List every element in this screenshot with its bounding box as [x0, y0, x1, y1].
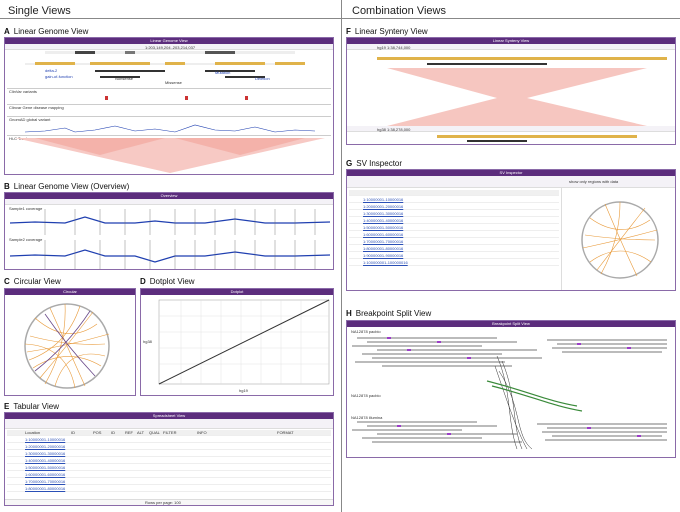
spreadsheet-footer: Rows per page: 100 [5, 499, 333, 505]
gene-label-4: Deletion [255, 76, 270, 81]
dotplot-title-bar: Dotplot [141, 289, 333, 295]
lgv-ruler [45, 51, 295, 54]
dotplot-ylabel: hg38 [143, 339, 152, 344]
gene-label-2: gain-of-function [45, 74, 73, 79]
label-g: G SV Inspector [346, 159, 403, 168]
breakpoint-reads-bottom [352, 421, 667, 443]
overview-panel[interactable]: Overview Sample1 coverage Sample2 covera… [4, 192, 334, 270]
table-row[interactable]: 1:70000001-70000016 [7, 479, 331, 485]
sv-inspector-panel[interactable]: SV Inspector show only regions with data… [346, 169, 676, 291]
circular-plot [24, 303, 110, 389]
breakpoint-connections [486, 355, 583, 450]
breakpoint-track-2-label[interactable]: NA12878 pacbio [351, 393, 381, 398]
circular-title-bar: Circular [5, 289, 135, 295]
combination-views-heading: Combination Views [352, 5, 446, 17]
table-row[interactable]: 1:40000001-40000016 [349, 218, 559, 224]
label-b: B Linear Genome View (Overview) [4, 182, 130, 191]
table-row[interactable]: 1:30000001-30000016 [349, 211, 559, 217]
sv-table: 1:10000001-10000016 1:20000001-20000016 … [347, 188, 562, 290]
gene-track [25, 62, 305, 78]
overview-track-2-label[interactable]: Sample2 coverage [9, 237, 43, 242]
table-row[interactable]: 1:90000001-90000016 [349, 253, 559, 259]
table-row[interactable]: 1:60000001-60000016 [7, 472, 331, 478]
label-f: F Linear Synteny View [346, 27, 428, 36]
gene-label-6: Missense [165, 80, 182, 85]
synteny-title-bar: Linear Synteny View [347, 38, 675, 44]
synteny-toolbar-bottom[interactable]: hg38 1:38,278,000 [347, 126, 675, 132]
hic-track [15, 138, 325, 173]
label-h: H Breakpoint Split View [346, 309, 432, 318]
sv-inspector-title-bar: SV Inspector [347, 170, 675, 176]
lgv-title-bar: Linear Genome View [5, 38, 333, 44]
table-row[interactable]: 1:70000001-70000016 [349, 239, 559, 245]
track-label-clinvar[interactable]: ClinVar variants [9, 89, 37, 94]
label-a: A Linear Genome View [4, 27, 89, 36]
table-row[interactable]: 1:20000001-20000016 [7, 444, 331, 450]
overview-coverage-1 [9, 209, 331, 235]
gene-label-5: Nonsense [115, 76, 134, 81]
label-c: C Circular View [4, 277, 61, 286]
linear-synteny-panel[interactable]: Linear Synteny View hg19 1:38,744,000 hg… [346, 37, 676, 145]
label-d: D Dotplot View [140, 277, 195, 286]
single-views-heading: Single Views [8, 5, 71, 17]
spreadsheet-header-row: Location ID POS ID REF ALT QUAL FILTER I… [7, 430, 331, 436]
dotplot-xlabel: hg19 [239, 388, 248, 393]
table-row[interactable]: 1:60000001-60000016 [349, 232, 559, 238]
synteny-bottom-track [437, 135, 637, 142]
dotplot-plot [158, 299, 330, 385]
synteny-top-track [377, 57, 667, 65]
table-row[interactable]: 1:40000001-40000016 [7, 458, 331, 464]
breakpoint-track-1-label[interactable]: NA12878 pacbio [351, 329, 381, 334]
synteny-toolbar-top[interactable]: hg19 1:38,744,000 [347, 44, 675, 50]
overview-title-bar: Overview [5, 193, 333, 199]
gene-label-1: delta-2 [45, 68, 58, 73]
column-divider [341, 0, 342, 512]
table-row[interactable]: 1:80000001-80000016 [349, 246, 559, 252]
spreadsheet-toolbar[interactable] [5, 419, 333, 429]
track-label-gnomad[interactable]: GnomAD global variant [9, 117, 51, 122]
breakpoint-reads-top [352, 337, 667, 367]
dotplot-view-panel[interactable]: Dotplot hg19 hg38 [140, 288, 334, 396]
sv-inspector-toolbar[interactable]: show only regions with data [347, 176, 675, 188]
tabular-view-panel[interactable]: Spreadsheet View Location ID POS ID REF … [4, 412, 334, 506]
gnomad-track [24, 124, 316, 133]
table-row[interactable]: 1:100000001-100000016 [349, 260, 559, 266]
show-only-regions-checkbox[interactable]: show only regions with data [569, 179, 619, 184]
gene-label-3: Mutation [215, 70, 231, 75]
header-rule [0, 18, 680, 19]
track-label-gene-disease[interactable]: Clinvar Gene disease mapping [9, 105, 64, 110]
table-row[interactable]: 1:10000001-10000016 [349, 197, 559, 203]
overview-toolbar[interactable] [5, 199, 333, 205]
linear-genome-view-panel[interactable]: Linear Genome View 1:203,149,204..203,21… [4, 37, 334, 175]
spreadsheet-title-bar: Spreadsheet View [5, 413, 333, 419]
table-row[interactable]: 1:80000001-80000016 [7, 486, 331, 492]
breakpoint-title-bar: Breakpoint Split View [347, 321, 675, 327]
lgv-locus-input[interactable]: 1:203,149,204..203,214,037 [145, 45, 196, 50]
sv-circular-plot [581, 201, 659, 279]
table-row[interactable]: 1:50000001-50000016 [7, 465, 331, 471]
lgv-toolbar[interactable]: 1:203,149,204..203,214,037 [5, 44, 333, 50]
label-e: E Tabular View [4, 402, 59, 411]
breakpoint-track-3-label[interactable]: NA12878 illumina [351, 415, 383, 420]
circular-view-panel[interactable]: Circular [4, 288, 136, 396]
table-row[interactable]: 1:30000001-30000016 [7, 451, 331, 457]
breakpoint-split-panel[interactable]: Breakpoint Split View NA12878 pacbio NA1… [346, 320, 676, 458]
table-row[interactable]: 1:10000001-10000016 [7, 437, 331, 443]
overview-track-1-label[interactable]: Sample1 coverage [9, 206, 43, 211]
overview-coverage-2 [9, 240, 331, 269]
table-row[interactable]: 1:20000001-20000016 [349, 204, 559, 210]
synteny-ribbons [387, 68, 647, 126]
table-row[interactable]: 1:50000001-50000016 [349, 225, 559, 231]
clinvar-track [105, 96, 248, 100]
